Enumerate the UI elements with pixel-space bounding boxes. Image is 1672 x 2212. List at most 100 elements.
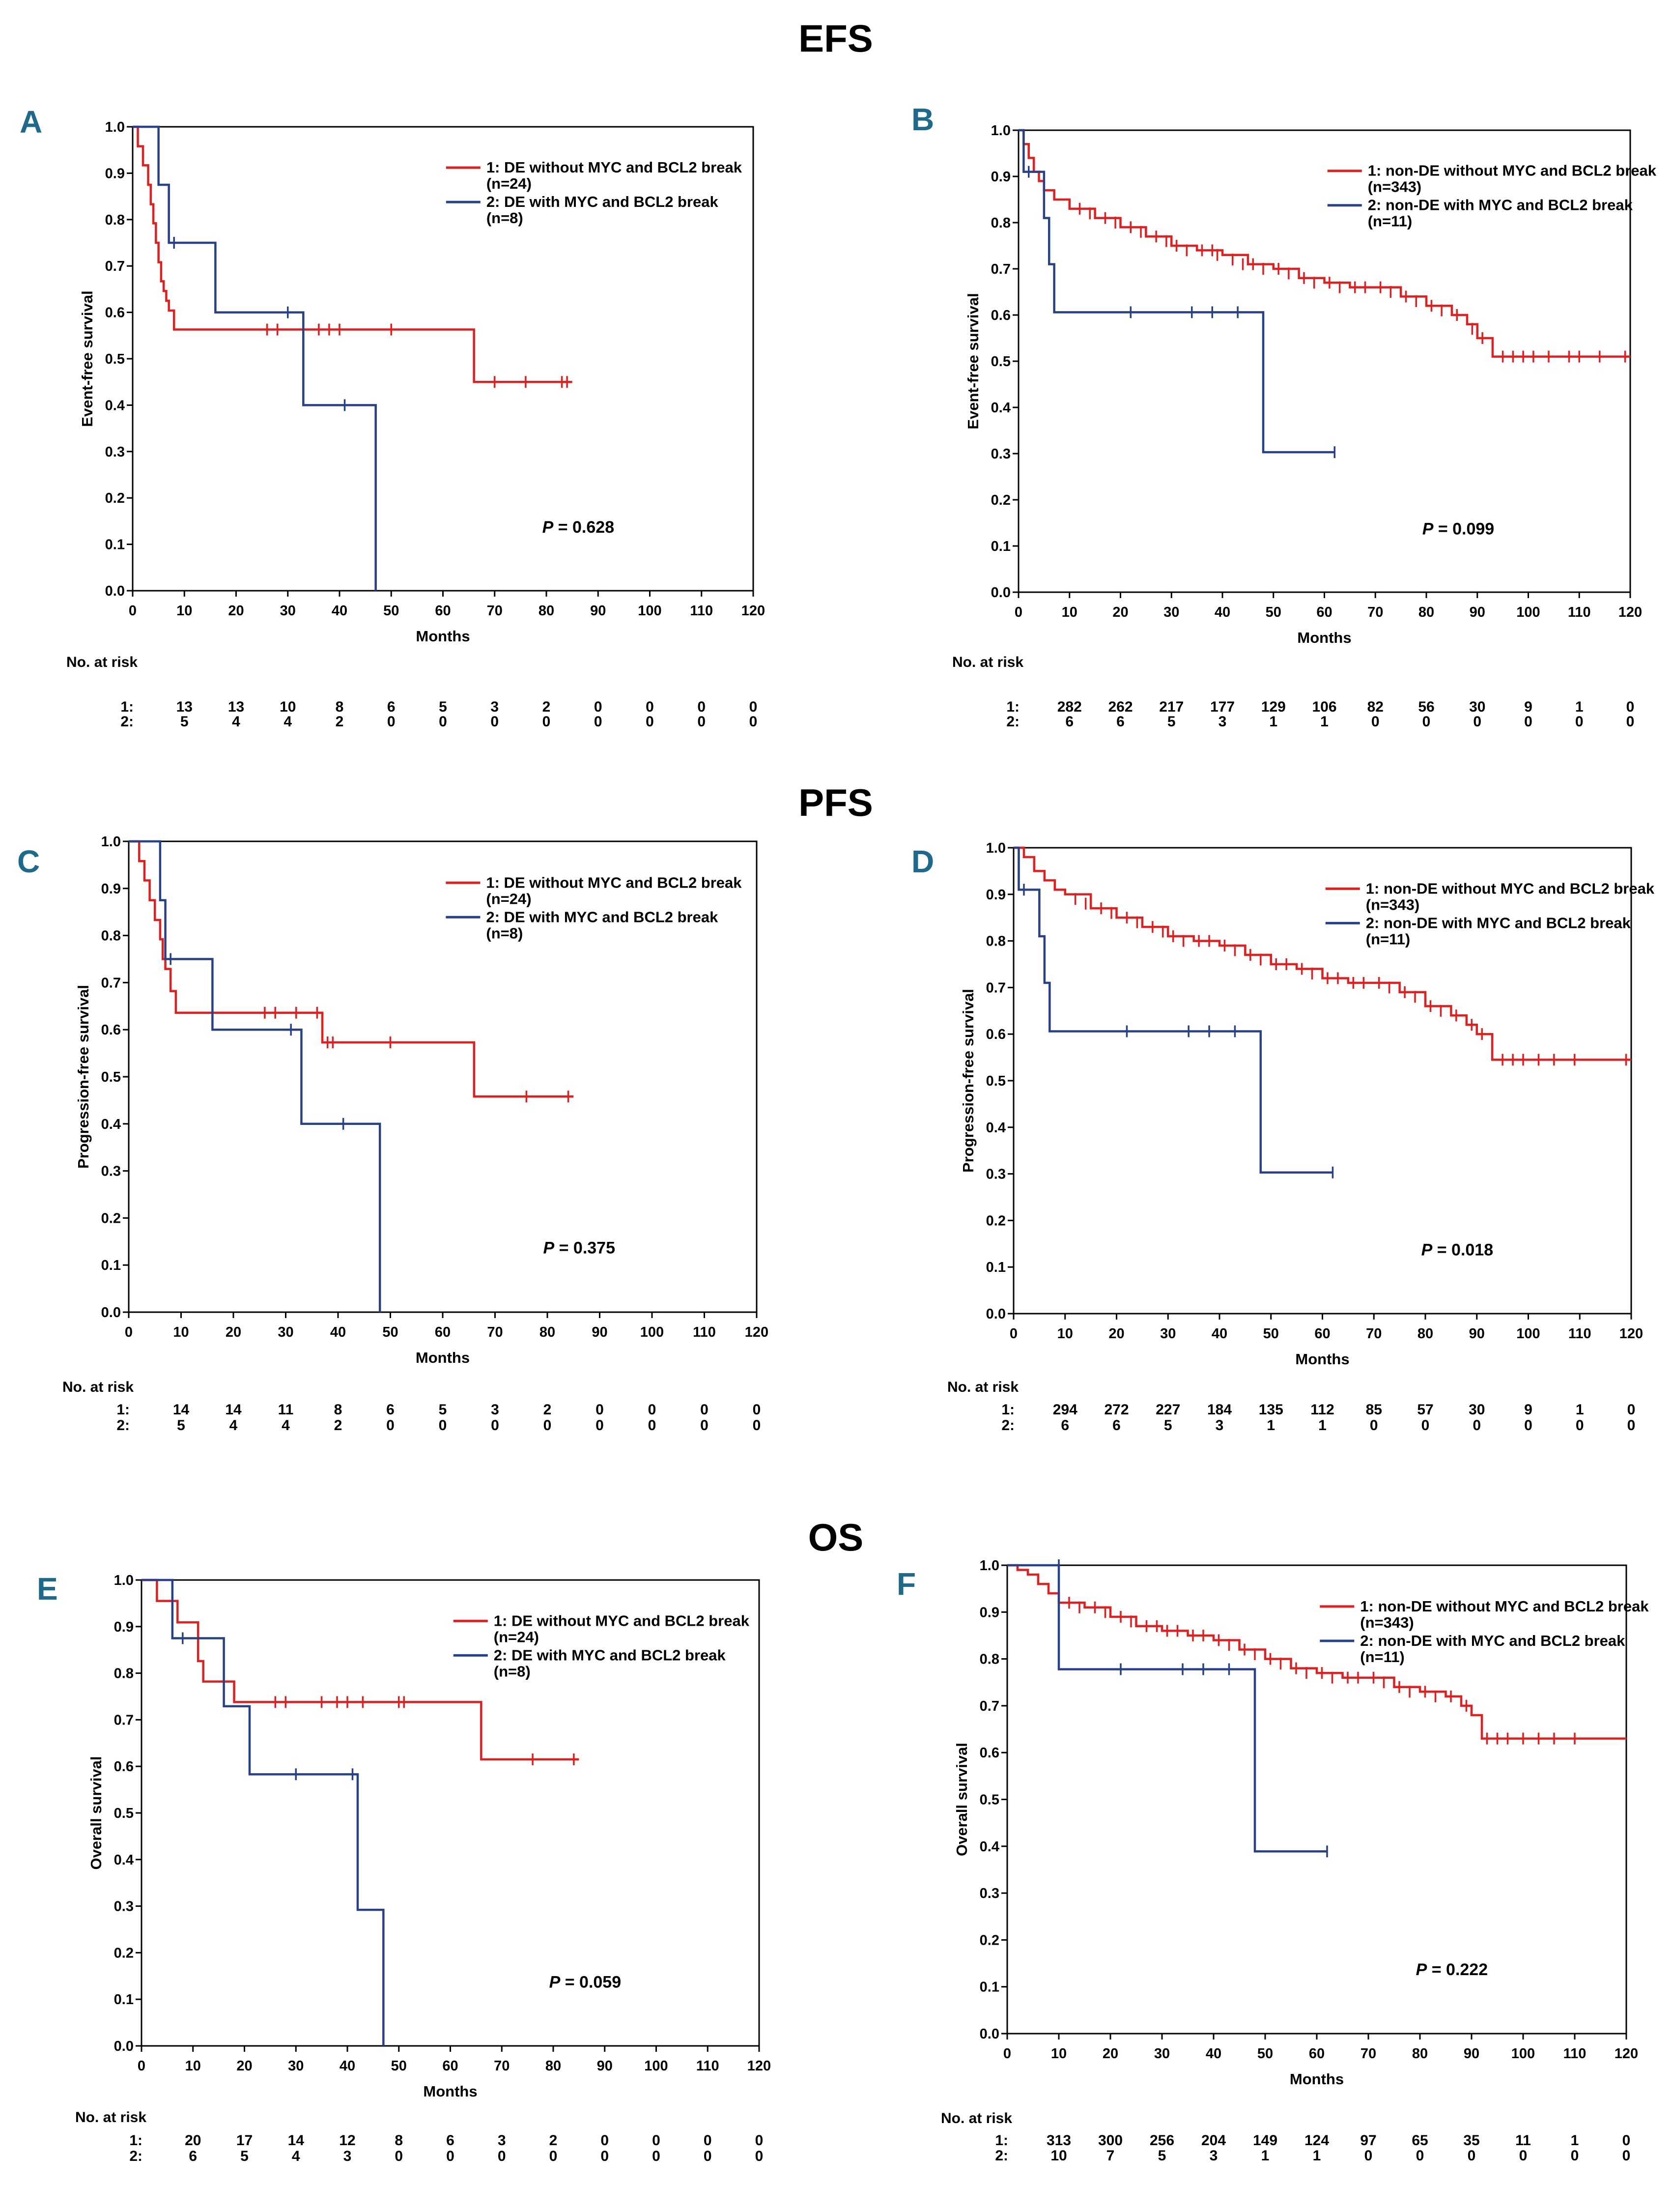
y-tick-label: 0.1 (991, 539, 1011, 554)
risk-value: 1 (1269, 714, 1277, 730)
panel-f: F0.00.10.20.30.40.50.60.70.80.91.00 10 20 3… (897, 1558, 1649, 2164)
x-tick-label: 100 (644, 2058, 668, 2074)
risk-value: 0 (646, 714, 654, 730)
risk-value: 149 (1253, 2132, 1277, 2149)
x-tick-label: 50 (383, 603, 399, 619)
x-tick-label: 100 (640, 1324, 664, 1340)
x-tick-label: 0 (125, 1324, 133, 1340)
risk-value: 0 (1473, 714, 1481, 730)
risk-value: 0 (439, 714, 447, 730)
risk-value: 0 (652, 2148, 660, 2164)
risk-value: 5 (439, 699, 447, 715)
risk-value: 0 (1473, 1417, 1481, 1434)
legend-label-group2: 2: DE with MYC and BCL2 break (486, 193, 719, 210)
x-tick-label: 50 (391, 2058, 407, 2074)
y-tick-label: 0.6 (986, 1027, 1006, 1042)
risk-value: 9 (1524, 699, 1532, 715)
risk-value: 272 (1104, 1402, 1129, 1418)
legend-n-group1: (n=343) (1366, 896, 1419, 913)
x-tick-label: 50 (382, 1324, 398, 1340)
x-tick-label: 100 (1516, 604, 1540, 620)
risk-value: 6 (1065, 714, 1074, 730)
y-tick-label: 1.0 (101, 834, 121, 850)
x-tick-label: 120 (1615, 2046, 1638, 2062)
risk-value: 97 (1360, 2132, 1376, 2149)
y-axis-title: Progression-free survival (960, 989, 977, 1173)
y-tick-label: 0.5 (101, 1069, 121, 1085)
x-tick-label: 0 (1015, 604, 1022, 620)
x-tick-label: 70 (487, 1324, 503, 1340)
risk-value: 6 (386, 1402, 395, 1418)
risk-value: 8 (395, 2132, 403, 2149)
risk-value: 1 (1575, 699, 1584, 715)
risk-value: 5 (439, 1402, 447, 1418)
risk-value: 0 (1575, 714, 1584, 730)
risk-row-label: 1: (129, 2132, 142, 2149)
risk-value: 0 (1627, 1402, 1636, 1418)
risk-value: 2 (336, 714, 344, 730)
risk-value: 112 (1310, 1402, 1334, 1418)
risk-value: 0 (594, 714, 602, 730)
x-tick-label: 20 (1112, 604, 1128, 620)
x-tick-label: 100 (638, 603, 661, 619)
legend-n-group1: (n=24) (486, 175, 532, 192)
y-tick-label: 0.9 (980, 1605, 999, 1620)
risk-value: 106 (1312, 699, 1336, 715)
risk-value: 4 (229, 1417, 238, 1434)
x-tick-label: 100 (1516, 1326, 1540, 1342)
x-tick-label: 60 (442, 2058, 458, 2074)
risk-value: 0 (1524, 714, 1532, 730)
y-tick-label: 0.6 (114, 1759, 134, 1775)
survival-curve-group1 (129, 840, 574, 1098)
risk-value: 0 (753, 1402, 761, 1418)
risk-value: 0 (1422, 714, 1431, 730)
risk-value: 6 (1116, 714, 1125, 730)
x-tick-label: 30 (1160, 1326, 1176, 1342)
x-tick-label: 90 (590, 603, 606, 619)
risk-value: 10 (280, 699, 296, 715)
risk-row-label: 2: (1006, 714, 1020, 730)
risk-value: 0 (387, 714, 396, 730)
risk-value: 1 (1267, 1417, 1275, 1434)
risk-value: 0 (543, 1417, 552, 1434)
risk-row-label: 2: (129, 2148, 142, 2164)
x-tick-label: 60 (1316, 604, 1332, 620)
x-tick-label: 70 (1367, 604, 1383, 620)
legend-n-group2: (n=8) (486, 209, 523, 227)
x-tick-label: 90 (597, 2058, 613, 2074)
risk-value: 30 (1469, 699, 1485, 715)
survival-curve-group1 (133, 125, 572, 383)
x-tick-label: 10 (176, 603, 192, 619)
risk-value: 6 (189, 2148, 197, 2164)
risk-value: 0 (498, 2148, 506, 2164)
y-tick-label: 0.0 (105, 583, 125, 599)
risk-value: 0 (753, 1417, 761, 1434)
risk-value: 5 (240, 2148, 249, 2164)
risk-value: 65 (1412, 2132, 1428, 2149)
risk-value: 0 (1626, 714, 1635, 730)
x-tick-label: 0 (1003, 2046, 1011, 2062)
legend-n-group1: (n=343) (1360, 1614, 1414, 1631)
y-tick-label: 0.9 (986, 887, 1006, 903)
risk-value: 1 (1313, 2148, 1321, 2164)
risk-value: 1 (1576, 1402, 1584, 1418)
y-tick-label: 0.4 (986, 1120, 1006, 1136)
legend-label-group2: 2: non-DE with MYC and BCL2 break (1360, 1632, 1625, 1649)
risk-value: 0 (1571, 2148, 1579, 2164)
risk-value: 217 (1159, 699, 1184, 715)
risk-value: 0 (1627, 1417, 1636, 1434)
risk-value: 6 (1112, 1417, 1121, 1434)
y-tick-label: 0.0 (101, 1305, 121, 1321)
y-tick-label: 0.9 (105, 166, 125, 181)
risk-value: 7 (1106, 2148, 1115, 2164)
risk-value: 184 (1207, 1402, 1232, 1418)
p-value: P = 0.018 (1421, 1241, 1494, 1260)
x-tick-label: 50 (1266, 604, 1281, 620)
risk-value: 227 (1156, 1402, 1180, 1418)
risk-value: 0 (697, 714, 706, 730)
x-tick-label: 60 (1309, 2046, 1325, 2062)
x-tick-label: 30 (1163, 604, 1179, 620)
y-tick-label: 0.5 (105, 351, 125, 367)
panel-d: D0.00.10.20.30.40.50.60.70.80.91.00 10 20 3… (911, 840, 1655, 1434)
